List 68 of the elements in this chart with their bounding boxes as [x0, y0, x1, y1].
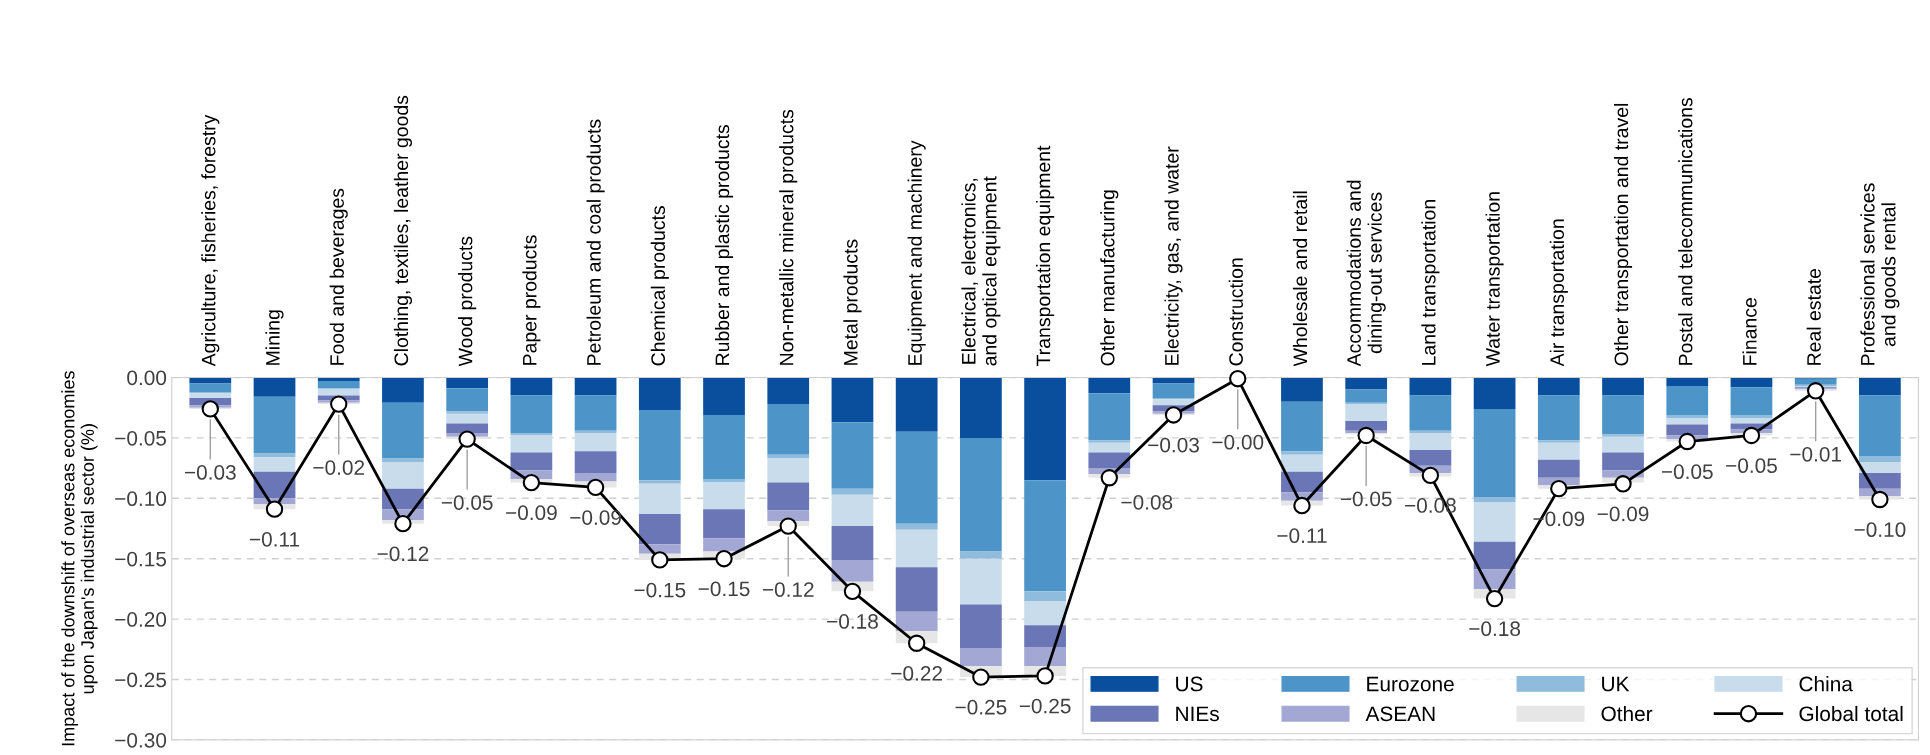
- data-label: −0.09: [1597, 506, 1649, 522]
- data-label: −0.02: [313, 460, 365, 475]
- legend-label: Other: [1601, 705, 1653, 722]
- legend-label: ASEAN: [1365, 706, 1435, 722]
- data-label: −0.25: [1019, 698, 1071, 714]
- x-tick-label: Professional services and goods rental: [1860, 183, 1900, 365]
- data-label: −0.22: [891, 666, 942, 681]
- data-label: −0.10: [1854, 522, 1906, 538]
- x-tick-label: Petroleum and coal products: [586, 119, 605, 365]
- y-axis-title: Impact of the downshift of overseas economies upon Japan's industrial sector (%): [61, 371, 98, 746]
- data-label: −0.12: [762, 582, 814, 597]
- data-label: −0.09: [506, 505, 557, 521]
- y-tick-label: −0.20: [115, 612, 167, 627]
- x-tick-label: Chemical products: [650, 206, 669, 366]
- data-label: −0.05: [1340, 491, 1392, 507]
- x-tick-label: Rubber and plastic products: [714, 124, 734, 365]
- y-tick-label: −0.05: [115, 430, 167, 446]
- data-label: −0.08: [1121, 494, 1173, 510]
- data-label: −0.03: [184, 465, 236, 480]
- x-tick-label: Real estate: [1806, 268, 1821, 365]
- data-label: −0.03: [1148, 437, 1199, 453]
- data-label: −0.15: [634, 582, 686, 598]
- y-tick-label: 0.00: [127, 370, 167, 386]
- x-tick-label: Construction: [1228, 258, 1243, 366]
- y-tick-label: −0.25: [115, 672, 167, 688]
- x-tick-label: Air transportation: [1549, 219, 1568, 367]
- x-tick-label: Electrical, electronics, and optical equipment: [961, 176, 1001, 366]
- x-tick-label: Electricity, gas, and water: [1164, 146, 1183, 365]
- x-tick-label: Wholesale and retail: [1292, 191, 1308, 367]
- data-label: −0.01: [1790, 446, 1842, 462]
- x-tick-label: Non-metallic mineral products: [779, 109, 798, 365]
- x-tick-label: Food and beverages: [329, 188, 348, 365]
- x-tick-label: Finance: [1742, 298, 1757, 365]
- x-tick-label: Clothing, textiles, leather goods: [393, 95, 413, 366]
- data-label: −0.18: [827, 614, 878, 629]
- data-label: −0.15: [698, 581, 750, 597]
- y-tick-label: −0.30: [115, 732, 167, 748]
- legend-label: UK: [1602, 676, 1630, 692]
- data-label: −0.11: [1277, 528, 1327, 544]
- x-tick-label: Paper products: [522, 235, 541, 365]
- legend-label: US: [1176, 676, 1203, 692]
- data-label: −0.05: [1726, 458, 1777, 474]
- legend-label: Global total: [1799, 705, 1903, 722]
- x-tick-label: Metal products: [843, 239, 862, 365]
- x-tick-label: Equipment and machinery: [907, 140, 926, 365]
- x-tick-label: Land transportation: [1421, 200, 1440, 365]
- x-tick-label: Agriculture, fisheries, forestry: [201, 114, 220, 367]
- data-label: −0.12: [377, 546, 429, 562]
- y-tick-label: −0.10: [115, 491, 167, 507]
- legend-label: Eurozone: [1367, 676, 1454, 692]
- x-tick-label: Transportation equipment: [1036, 145, 1055, 366]
- legend-label: NIEs: [1176, 706, 1219, 722]
- data-label: −0.00: [1212, 434, 1264, 450]
- data-label: −0.18: [1469, 621, 1521, 637]
- x-tick-label: Postal and telecommunications: [1678, 97, 1693, 365]
- data-label: −0.05: [441, 495, 493, 510]
- x-tick-label: Water transportation: [1485, 192, 1504, 367]
- data-label: −0.25: [955, 699, 1007, 715]
- legend-label: China: [1799, 676, 1853, 692]
- data-label: −0.05: [1661, 464, 1713, 480]
- x-tick-label: Mining: [265, 310, 284, 365]
- x-tick-label: Other transportation and travel: [1613, 103, 1633, 366]
- x-tick-label: Other manufacturing: [1100, 190, 1119, 366]
- x-tick-label: Wood products: [458, 236, 477, 367]
- y-tick-label: −0.15: [115, 551, 167, 567]
- data-label: −0.11: [249, 531, 300, 547]
- x-tick-label: Accommodations and dining-out services: [1346, 180, 1386, 367]
- data-label: −0.09: [570, 510, 621, 525]
